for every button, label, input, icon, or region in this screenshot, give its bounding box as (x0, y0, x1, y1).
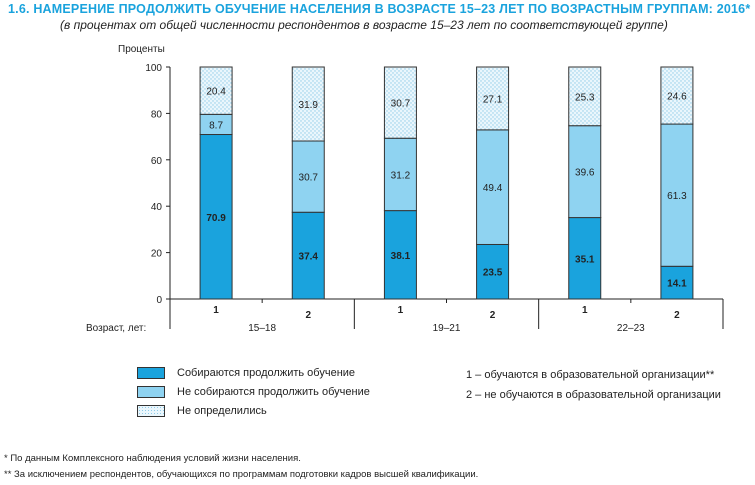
data-label: 25.3 (575, 92, 595, 103)
legend-item-0: Собираются продолжить обучение (137, 367, 356, 380)
x-tick-label: 2 (490, 310, 496, 321)
data-label: 14.1 (667, 279, 687, 290)
footnote-1: * По данным Комплексного наблюдения усло… (4, 453, 301, 464)
data-label: 27.1 (483, 94, 503, 105)
x-tick-label: 2 (305, 310, 311, 321)
legend-swatch (137, 405, 165, 418)
bar-segment (383, 137, 417, 212)
legend-label: Не определились (177, 405, 267, 417)
data-label: 70.9 (206, 213, 226, 224)
data-label: 61.3 (667, 191, 687, 202)
data-label: 20.4 (206, 87, 226, 98)
bar-segment (660, 66, 694, 125)
data-label: 49.4 (483, 183, 503, 194)
y-tick-label: 100 (145, 63, 162, 74)
bar-segment (660, 265, 694, 300)
note-2: 2 – не обучаются в образовательной орган… (466, 389, 721, 401)
x-tick-label: 1 (398, 305, 404, 316)
bar-segment (291, 211, 325, 300)
data-label: 8.7 (209, 120, 223, 131)
x-tick-label: 2 (674, 310, 680, 321)
data-label: 31.9 (299, 100, 319, 111)
data-label: 23.5 (483, 268, 503, 279)
legend-label: Не собираются продолжить обучение (177, 386, 370, 398)
bar-segment (291, 66, 325, 142)
legend-item-1: Не собираются продолжить обучение (137, 386, 370, 399)
bar-segment (199, 134, 233, 300)
chart-title: 1.6. НАМЕРЕНИЕ ПРОДОЛЖИТЬ ОБУЧЕНИЕ НАСЕЛ… (8, 2, 751, 16)
group-label: 22–23 (617, 323, 645, 334)
y-axis-label: Проценты (118, 44, 165, 55)
data-label: 24.6 (667, 92, 687, 103)
data-label: 39.6 (575, 168, 595, 179)
data-label: 35.1 (575, 254, 595, 265)
y-tick-label: 40 (151, 202, 163, 213)
legend-swatch (137, 367, 165, 380)
chart-subtitle: (в процентах от общей численности респон… (60, 18, 668, 32)
legend-label: Собираются продолжить обучение (177, 367, 356, 379)
group-label: 15–18 (248, 323, 276, 334)
legend-item-2: Не определились (137, 405, 267, 418)
data-label: 30.7 (391, 99, 411, 110)
y-tick-label: 80 (151, 109, 163, 120)
y-tick-label: 0 (156, 295, 162, 306)
data-label: 37.4 (299, 252, 319, 263)
x-tick-label: 1 (582, 305, 588, 316)
data-label: 31.2 (391, 170, 411, 181)
legend-swatch (137, 386, 165, 399)
bar-segment (291, 140, 325, 213)
bar-segment (568, 125, 602, 219)
data-label: 30.7 (299, 173, 319, 184)
group-label: 19–21 (433, 323, 461, 334)
footnote-2: ** За исключением респондентов, обучающи… (4, 469, 479, 480)
bar-segment (383, 210, 417, 300)
y-tick-label: 60 (151, 156, 163, 167)
data-label: 38.1 (391, 251, 411, 262)
bar-segment (383, 66, 417, 139)
y-tick-label: 20 (151, 249, 163, 260)
note-1: 1 – обучаются в образовательной организа… (466, 369, 715, 381)
bar-segment (476, 66, 510, 131)
bar-segment (660, 123, 694, 267)
bar-segment (199, 66, 233, 115)
bar-segment (568, 217, 602, 300)
x-tick-label: 1 (213, 305, 219, 316)
bar-segment (568, 66, 602, 127)
bar-segment (476, 243, 510, 300)
x-axis-label: Возраст, лет: (86, 323, 146, 334)
